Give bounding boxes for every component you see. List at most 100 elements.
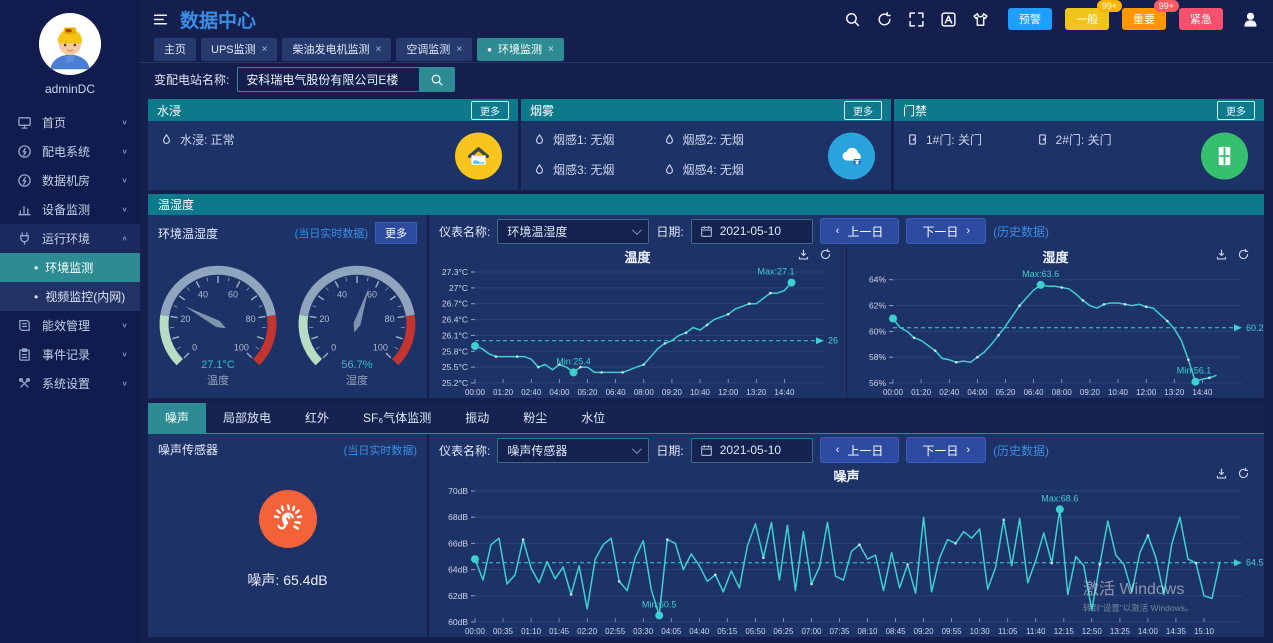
svg-text:07:00: 07:00 (801, 627, 822, 636)
download-icon[interactable] (1215, 467, 1228, 485)
station-search-button[interactable] (419, 67, 456, 92)
fullscreen-icon[interactable] (908, 11, 925, 28)
station-search-input[interactable] (237, 67, 420, 92)
download-icon[interactable] (1215, 248, 1228, 266)
temperature-chart[interactable]: 25.2°C 25.5°C 25.8°C 26.1°C 26.4°C 26.7°C 27°C… (429, 264, 846, 398)
svg-text:0: 0 (192, 342, 197, 352)
menu-toggle-icon[interactable] (152, 11, 169, 28)
alarm-badge-一般[interactable]: 一般 99+ (1065, 0, 1122, 30)
close-icon[interactable]: × (456, 43, 463, 55)
tab-环境监测[interactable]: ● 环境监测 × (477, 38, 564, 61)
svg-text:100: 100 (233, 342, 248, 352)
font-size-icon[interactable] (940, 11, 957, 28)
humidity-chart[interactable]: 56% 58% 60% 62% 64% 00:00 01:20 02:40 04:00 05:20… (847, 264, 1269, 398)
svg-text:13:20: 13:20 (1164, 388, 1185, 397)
status-panel-门禁: 门禁 更多 1#门: 关门 2#门: 关门 (894, 99, 1264, 190)
chevron-down-icon (632, 443, 643, 454)
subtab-红外[interactable]: 红外 (305, 411, 330, 425)
date-picker[interactable]: 2021-05-10 (690, 218, 813, 244)
noise-controls: 仪表名称: 噪声传感器 日期: 2021-05-10 ‹ 上一日 下一日 › (历史数据) (429, 434, 1264, 466)
search-icon[interactable] (844, 11, 861, 28)
tab-主页[interactable]: 主页 (154, 38, 196, 61)
meter-select[interactable]: 噪声传感器 (497, 437, 650, 463)
svg-text:64%: 64% (869, 275, 886, 285)
tab-空调监测[interactable]: 空调监测 × (396, 38, 473, 61)
svg-text:00:00: 00:00 (883, 388, 904, 397)
subtab-水位[interactable]: 水位 (581, 411, 606, 425)
more-button[interactable]: 更多 (844, 100, 882, 120)
alarm-badge-预警[interactable]: 预警 (1008, 8, 1052, 30)
history-data-link[interactable]: (历史数据) (993, 224, 1050, 239)
sidebar-item-label: 系统设置 (42, 377, 91, 391)
sidebar-item-配电系统[interactable]: 配电系统 ∨ (0, 137, 140, 166)
subtab-粉尘[interactable]: 粉尘 (523, 411, 548, 425)
avatar[interactable] (39, 13, 101, 75)
tab-label: 主页 (164, 44, 186, 56)
close-icon[interactable]: × (375, 43, 382, 55)
alarm-badge-紧急[interactable]: 紧急 (1179, 8, 1223, 30)
tab-label: UPS监测 (211, 44, 256, 56)
panel-header-门禁: 门禁 更多 (894, 99, 1264, 121)
status-item-text: 烟感1: 无烟 (553, 133, 615, 147)
theme-icon[interactable] (972, 11, 989, 28)
tab-柴油发电机监测[interactable]: 柴油发电机监测 × (282, 38, 392, 61)
more-button[interactable]: 更多 (471, 100, 509, 120)
status-items: 1#门: 关门 2#门: 关门 (906, 131, 1155, 148)
svg-text:25.5°C: 25.5°C (442, 362, 468, 372)
svg-text:05:50: 05:50 (745, 627, 766, 636)
svg-text:温度: 温度 (207, 373, 229, 387)
sidebar-item-运行环境[interactable]: 运行环境 ∧ (0, 224, 140, 253)
svg-text:Min:25.4: Min:25.4 (556, 356, 591, 366)
sidebar-item-首页[interactable]: 首页 ∨ (0, 108, 140, 137)
sidebar: adminDC 首页 ∨ 配电系统 ∨ 数据机房 ∨ 设备监测 ∨ 运行环境 ∧ • 环境监测 • 视频监… (0, 0, 140, 643)
date-picker[interactable]: 2021-05-10 (690, 437, 813, 463)
previous-day-button[interactable]: ‹ 上一日 (819, 437, 900, 463)
close-icon[interactable]: × (548, 43, 554, 55)
next-day-button[interactable]: 下一日 › (906, 437, 987, 463)
refresh-icon[interactable] (876, 11, 893, 28)
status-items: 水浸: 正常 (160, 131, 409, 148)
sidebar-item-数据机房[interactable]: 数据机房 ∨ (0, 166, 140, 195)
droplet-icon (533, 133, 546, 146)
sidebar-item-系统设置[interactable]: 系统设置 ∨ (0, 369, 140, 398)
history-data-link[interactable]: (历史数据) (993, 443, 1050, 458)
sidebar-subitem-视频监控(内网)[interactable]: • 视频监控(内网) (0, 282, 140, 311)
sidebar-subitem-环境监测[interactable]: • 环境监测 (0, 253, 140, 282)
next-day-button[interactable]: 下一日 › (906, 218, 987, 244)
realtime-data-link[interactable]: (当日实时数据) (294, 228, 368, 240)
noise-chart[interactable]: 60dB 62dB 64dB 66dB 68dB 70dB 00:00 00:35 01:10 0… (429, 483, 1268, 637)
topbar: 数据中心 预警 一般 99+ 重要 99+ 紧急 (140, 0, 1273, 38)
meter-select[interactable]: 环境温湿度 (497, 218, 650, 244)
svg-text:27.1°C: 27.1°C (201, 359, 235, 371)
svg-text:06:40: 06:40 (1024, 388, 1045, 397)
gauge-panel-title: 环境温湿度 (158, 226, 219, 241)
close-icon[interactable]: × (261, 43, 268, 55)
svg-text:Max:63.6: Max:63.6 (1022, 269, 1059, 279)
previous-day-button[interactable]: ‹ 上一日 (819, 218, 900, 244)
user-icon[interactable] (1242, 11, 1259, 28)
svg-text:14:00: 14:00 (1138, 627, 1159, 636)
sync-icon[interactable] (819, 248, 832, 266)
svg-text:60: 60 (366, 290, 376, 300)
subtab-局部放电[interactable]: 局部放电 (223, 411, 272, 425)
date-value: 2021-05-10 (719, 224, 782, 238)
subtab-噪声[interactable]: 噪声 (148, 403, 207, 433)
more-button[interactable]: 更多 (1217, 100, 1255, 120)
tab-label: 柴油发电机监测 (292, 44, 370, 56)
gauge-more-button[interactable]: 更多 (375, 222, 417, 244)
download-icon[interactable] (797, 248, 810, 266)
sync-icon[interactable] (1237, 248, 1250, 266)
sidebar-item-能效管理[interactable]: 能效管理 ∨ (0, 311, 140, 340)
sidebar-item-事件记录[interactable]: 事件记录 ∨ (0, 340, 140, 369)
chevron-right-icon: › (966, 444, 971, 456)
svg-text:01:45: 01:45 (549, 627, 570, 636)
svg-text:08:00: 08:00 (634, 388, 655, 397)
sidebar-item-设备监测[interactable]: 设备监测 ∨ (0, 195, 140, 224)
subtab-SF₆气体监测[interactable]: SF₆气体监测 (363, 411, 432, 425)
realtime-data-link[interactable]: (当日实时数据) (343, 444, 417, 457)
sync-icon[interactable] (1237, 467, 1250, 485)
alarm-badge-重要[interactable]: 重要 99+ (1122, 0, 1179, 30)
svg-text:02:20: 02:20 (577, 627, 598, 636)
subtab-振动[interactable]: 振动 (465, 411, 490, 425)
tab-UPS监测[interactable]: UPS监测 × (201, 38, 278, 61)
